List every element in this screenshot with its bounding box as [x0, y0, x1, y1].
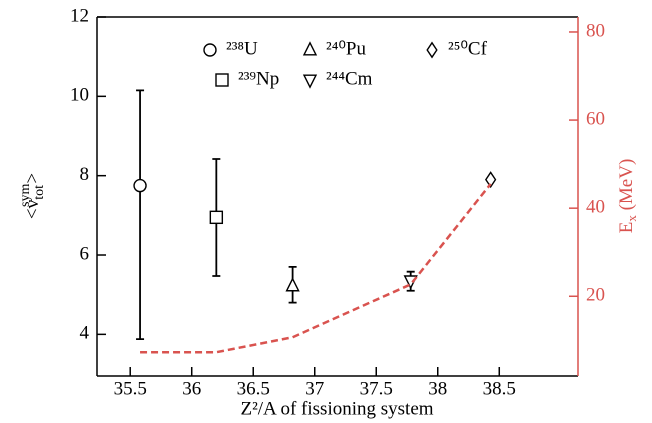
y-tick-label: 10 [70, 85, 89, 106]
data-point [133, 178, 147, 193]
y-axis-label: <νtotsym> [18, 173, 47, 219]
legend-label: ²³⁹Np [238, 68, 279, 89]
x-tick-label: 35.5 [114, 378, 147, 399]
x-tick-label: 37.5 [360, 378, 393, 399]
legend-label: ²⁴⁰Pu [326, 38, 367, 59]
x-tick-label: 36.5 [237, 378, 270, 399]
y-tick-label: 12 [70, 5, 89, 26]
x-tick-label: 37 [305, 378, 324, 399]
legend-label: ²⁵⁰Cf [448, 38, 488, 59]
x-tick-label: 38 [428, 378, 447, 399]
error-bar [136, 89, 145, 341]
y2-tick-label: 20 [586, 285, 605, 306]
y-tick-label: 6 [80, 243, 90, 264]
y-label-sup: sym [18, 184, 33, 207]
x-axis-label: Z²/A of fissioning system [240, 398, 433, 419]
legend-marker [426, 41, 438, 59]
y-tick-label: 8 [80, 164, 90, 185]
legend-label: ²³⁸U [226, 38, 258, 59]
y2-label-part: E [616, 222, 637, 234]
y2-tick-label: 40 [586, 197, 605, 218]
legend-label: ²⁴⁴Cm [326, 68, 373, 89]
legend-marker [215, 73, 229, 87]
data-point [485, 171, 497, 189]
y-label-part: > [22, 173, 43, 184]
y2-label-part: (MeV) [616, 159, 637, 215]
ex-line [140, 183, 492, 354]
y2-tick-label: 60 [586, 108, 605, 129]
x-tick-label: 36 [182, 378, 201, 399]
legend-marker [203, 43, 217, 57]
legend-marker [302, 41, 318, 56]
data-point [285, 277, 300, 292]
x-tick-label: 38.5 [483, 378, 516, 399]
y2-tick-label: 80 [586, 20, 605, 41]
legend-marker [302, 74, 318, 89]
y-label-part: <ν [22, 199, 43, 219]
y-label-sub: tot [32, 185, 47, 200]
y2-label-sub: x [624, 215, 639, 222]
y2-axis-label: Ex (MeV) [616, 159, 639, 234]
y-tick-label: 4 [80, 323, 90, 344]
data-point [209, 210, 224, 225]
